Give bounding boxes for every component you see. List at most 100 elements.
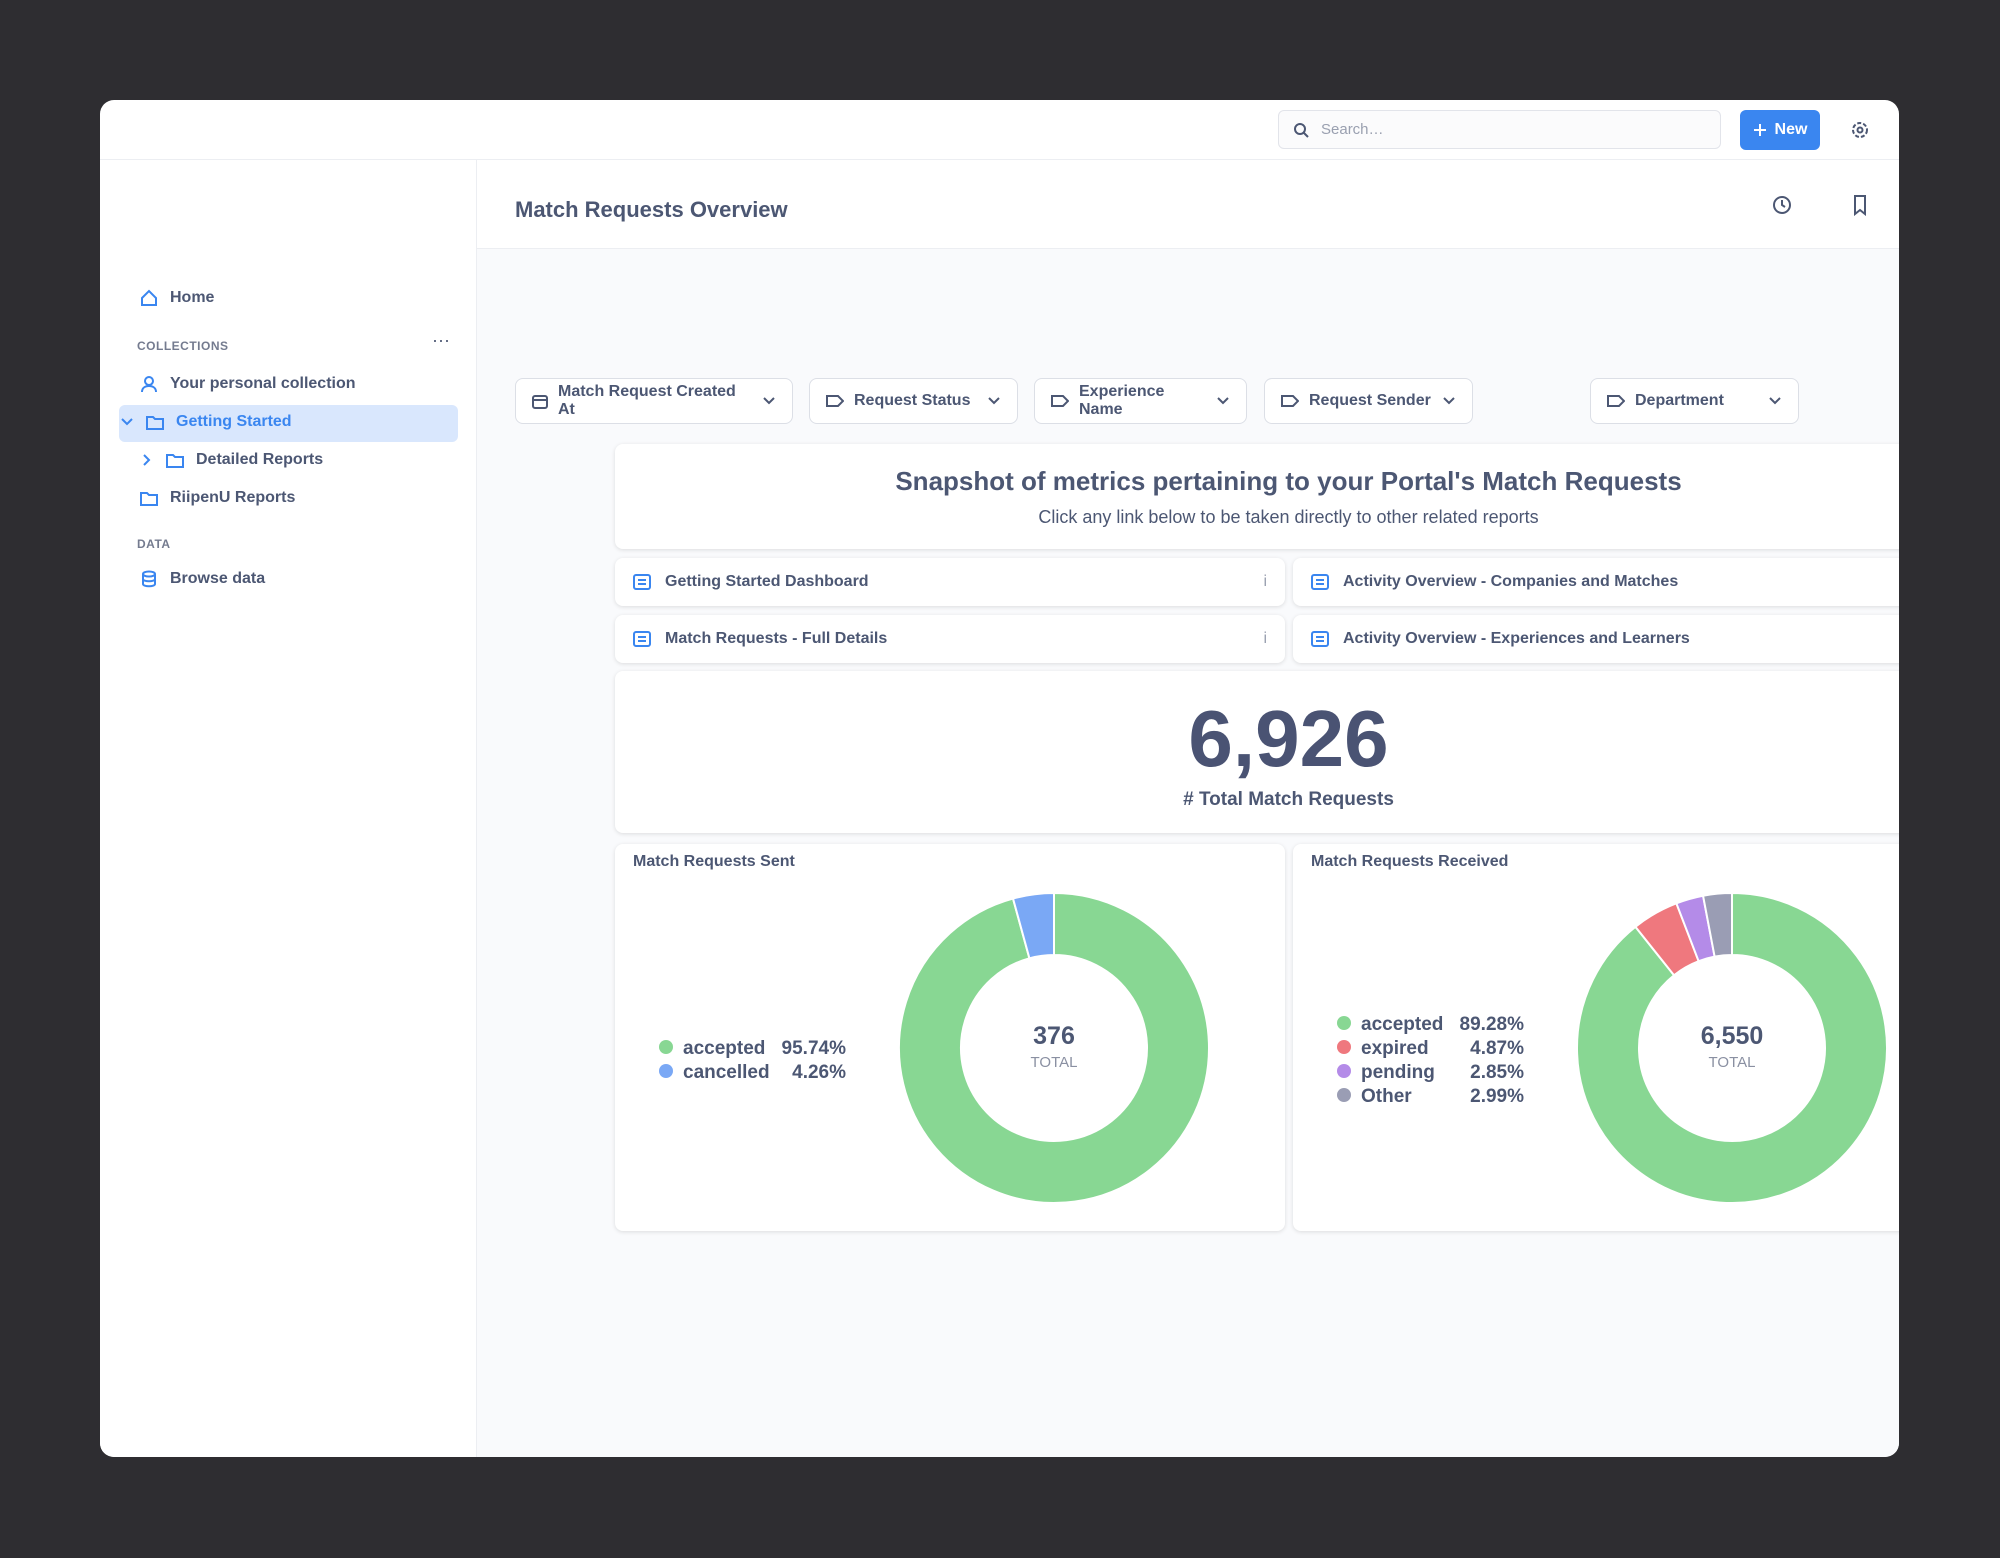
collections-menu[interactable]: ··· xyxy=(432,330,450,350)
legend-dot xyxy=(659,1064,673,1078)
active-highlight xyxy=(119,405,458,442)
search-placeholder: Search… xyxy=(1321,121,1384,138)
filter-label: Request Status xyxy=(854,392,971,409)
riipenu-label: RiipenU Reports xyxy=(170,489,296,506)
total-label: TOTAL xyxy=(1031,1054,1078,1071)
legend-dot xyxy=(1337,1088,1351,1102)
scalar-label: # Total Match Requests xyxy=(1183,789,1394,810)
plus-icon xyxy=(1753,124,1766,136)
legend-label: expired xyxy=(1361,1038,1429,1059)
legend-dot xyxy=(659,1040,673,1054)
legend-label: accepted xyxy=(1361,1014,1443,1035)
person-icon xyxy=(141,376,157,393)
legend-value: 2.99% xyxy=(1470,1086,1524,1107)
detailed-label: Detailed Reports xyxy=(196,451,324,468)
chevron-down xyxy=(1443,397,1455,405)
legend-value: 89.28% xyxy=(1460,1014,1525,1035)
filter[interactable]: Request Status xyxy=(809,378,1018,424)
chart-title: Match Requests Received xyxy=(1311,853,1508,870)
legend-value: 4.87% xyxy=(1470,1038,1524,1059)
legend-value: 4.26% xyxy=(792,1062,846,1083)
chevron-down xyxy=(988,397,1000,405)
tag-icon xyxy=(1051,395,1069,407)
data-heading: DATA xyxy=(137,537,171,551)
dashboard-header xyxy=(477,160,1899,249)
home-icon xyxy=(141,289,157,306)
legend-dot xyxy=(1337,1040,1351,1054)
total-value: 376 xyxy=(1033,1022,1075,1050)
info-icon[interactable]: i xyxy=(1263,573,1267,590)
dashboard-icon xyxy=(633,631,651,647)
collections-heading: COLLECTIONS xyxy=(137,339,229,353)
filter[interactable]: Experience Name xyxy=(1034,378,1247,424)
nav-getting-started[interactable]: Getting Started xyxy=(120,413,292,431)
link-label: Activity Overview - Experiences and Lear… xyxy=(1343,630,1690,647)
donut-segment xyxy=(1701,891,1733,958)
chart-card: Match Requests Received accepted 89.28% exp… xyxy=(1293,844,1899,1231)
filter-label: Department xyxy=(1635,392,1724,409)
filter[interactable]: Match Request Created At xyxy=(515,378,793,424)
personal-label: Your personal collection xyxy=(170,375,356,392)
link-label: Activity Overview - Companies and Matche… xyxy=(1343,573,1679,590)
filter-label: Request Sender xyxy=(1309,392,1431,409)
tag-icon xyxy=(826,395,844,407)
heading-text: Snapshot of metrics pertaining to your P… xyxy=(895,466,1682,496)
dashboard-icon xyxy=(1311,574,1329,590)
filter-label: Match Request Created At xyxy=(558,383,736,418)
chart-title: Match Requests Sent xyxy=(633,853,795,870)
scalar-value: 6,926 xyxy=(1188,694,1389,783)
legend-label: Other xyxy=(1361,1086,1412,1107)
calendar-icon xyxy=(532,395,548,409)
nav-detailed[interactable]: Detailed Reports xyxy=(140,451,323,469)
scalar-card: 6,926 # Total Match Requests xyxy=(615,671,1899,833)
folder-icon xyxy=(140,492,158,506)
new-label: New xyxy=(1774,121,1808,138)
dashboard-icon xyxy=(633,574,651,590)
filter-label: Experience Name xyxy=(1079,383,1165,418)
getting-started-label: Getting Started xyxy=(176,413,292,430)
subheading-text: Click any link below to be taken directl… xyxy=(1038,507,1539,527)
donut-segment xyxy=(1576,891,1888,1204)
nav-home[interactable]: Home xyxy=(140,287,214,309)
chart: Match Requests Received accepted 89.28% exp… xyxy=(1311,853,1888,1204)
nav-riipenu[interactable]: RiipenU Reports xyxy=(140,489,295,507)
legend-value: 95.74% xyxy=(782,1038,847,1059)
chevron-down xyxy=(763,397,775,405)
legend-label: cancelled xyxy=(683,1062,770,1083)
bookmark-icon[interactable] xyxy=(1852,194,1868,216)
donut-segment xyxy=(898,891,1210,1204)
settings-icon[interactable] xyxy=(1850,120,1870,140)
filter[interactable]: Department xyxy=(1590,378,1799,424)
info-icon[interactable]: i xyxy=(1263,630,1267,647)
link-card[interactable]: Match Requests - Full Details i xyxy=(615,615,1285,663)
link-card[interactable]: Activity Overview - Experiences and Lear… xyxy=(1293,615,1899,663)
search-icon xyxy=(1294,122,1309,138)
legend-dot xyxy=(1337,1064,1351,1078)
link-label: Match Requests - Full Details xyxy=(665,630,888,647)
legend-value: 2.85% xyxy=(1470,1062,1524,1083)
chevron-down xyxy=(1769,397,1781,405)
header-icons xyxy=(1773,196,1791,214)
chart-card: Match Requests Sent accepted 95.74% cancell… xyxy=(615,844,1285,1231)
window: Search… New Home COLLECTIONS ··· Your pe… xyxy=(100,100,1899,1457)
dashboard-icon xyxy=(1311,631,1329,647)
link-card[interactable]: Getting Started Dashboard i xyxy=(615,558,1285,606)
chevron-down xyxy=(1217,397,1229,405)
chevron-down xyxy=(121,418,133,426)
dashboard-title: Match Requests Overview xyxy=(515,197,788,222)
nav-browse[interactable]: Browse data xyxy=(140,570,265,588)
nav-personal[interactable]: Your personal collection xyxy=(140,375,356,393)
chevron-right xyxy=(143,454,151,466)
link-card[interactable]: Activity Overview - Companies and Matche… xyxy=(1293,558,1899,606)
folder-icon xyxy=(166,454,184,468)
heading-card: Snapshot of metrics pertaining to your P… xyxy=(615,444,1899,549)
tag-icon xyxy=(1281,395,1299,407)
top-bar: Search… New xyxy=(100,100,1899,160)
search-box[interactable]: Search… xyxy=(1278,110,1721,149)
filter[interactable]: Request Sender xyxy=(1264,378,1473,424)
total-value: 6,550 xyxy=(1701,1022,1764,1050)
chart: Match Requests Sent accepted 95.74% cancell… xyxy=(633,853,1210,1204)
folder-icon xyxy=(146,416,164,430)
new-button[interactable]: New xyxy=(1740,110,1820,150)
